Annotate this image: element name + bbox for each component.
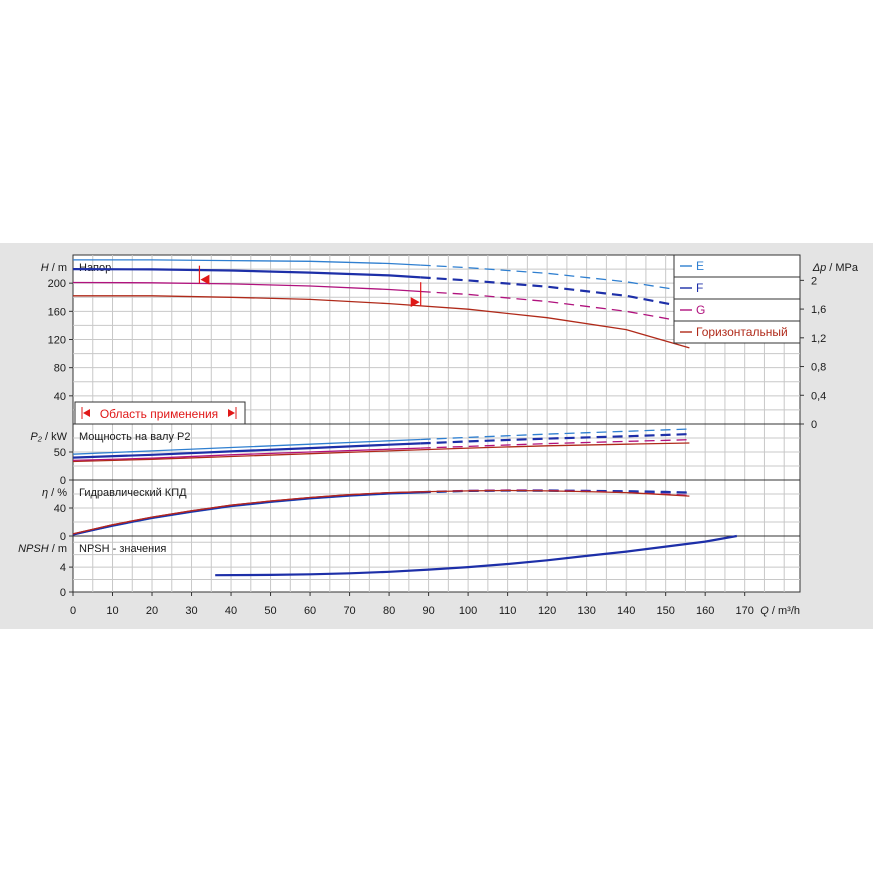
y2-axis-symbol: Δp <box>812 262 827 274</box>
y-axis-unit-power: / kW <box>42 431 68 443</box>
y2-tick-label: 1,2 <box>811 333 826 345</box>
x-axis-unit: / m³/h <box>769 605 800 617</box>
legend-label-E: E <box>696 259 704 273</box>
y2-tick-label: 0,4 <box>811 390 826 402</box>
y-tick-label-head: 40 <box>54 391 66 403</box>
grid <box>73 255 800 592</box>
legend-cell <box>673 276 801 300</box>
application-range-label: Область применения <box>100 407 218 421</box>
curve-npsh-F <box>215 534 737 577</box>
curve-power-F <box>72 442 421 459</box>
panel-title-efficiency: Гидравлический КПД <box>79 487 187 499</box>
y-tick-label-efficiency: 0 <box>60 531 66 543</box>
curve-head-G <box>72 281 421 293</box>
y2-tick-label: 0,8 <box>811 362 826 374</box>
x-tick-label: 50 <box>264 605 276 617</box>
y-tick-label-head: 160 <box>48 306 66 318</box>
y-tick-label-npsh: 4 <box>60 562 66 574</box>
legend-item-G[interactable]: G <box>673 298 801 322</box>
x-tick-label: 140 <box>617 605 635 617</box>
y-axis-symbol-head: H <box>41 262 49 274</box>
legend-label-G: G <box>696 303 705 317</box>
x-tick-label: 110 <box>499 605 517 617</box>
curve-power-horizontal <box>72 442 690 463</box>
curve-head-horizontal <box>73 295 690 349</box>
x-tick-label: 150 <box>656 605 674 617</box>
curve-power-E <box>72 438 421 455</box>
x-tick-label: 90 <box>422 605 434 617</box>
curve-head-G-extension <box>420 290 690 324</box>
y-tick-label-power: 50 <box>54 447 66 459</box>
application-range: Область применения <box>74 265 422 425</box>
legend[interactable]: EFG Горизонтальный <box>673 254 801 344</box>
curve-efficiency-F <box>72 491 421 536</box>
legend-label-F: F <box>696 281 703 295</box>
y2-tick-label: 1,6 <box>811 304 826 316</box>
legend-label-horizontal: Горизонтальный <box>696 325 788 339</box>
y-axis-label-efficiency: η / % <box>42 487 67 499</box>
application-range-arrow-right <box>228 409 235 417</box>
y-tick-label-head: 80 <box>54 363 66 375</box>
y-axis-symbol-npsh: NPSH <box>18 543 49 555</box>
y-axis-unit-head: / m <box>49 262 67 274</box>
curve-head-F <box>72 268 421 279</box>
curve-power-G-extension <box>420 439 690 449</box>
range-min-arrow <box>200 274 210 285</box>
x-tick-label: 40 <box>225 605 237 617</box>
y-axis-label-power: P₂ / kW <box>30 431 67 443</box>
y-axis-symbol-power: P₂ <box>30 431 42 443</box>
curve-efficiency-horizontal <box>72 489 690 535</box>
y-axis-unit-efficiency: / % <box>48 487 67 499</box>
y2-tick-label: 0 <box>811 419 817 431</box>
y-tick-label-head: 200 <box>48 278 66 290</box>
panel-title-head: Напор <box>79 262 111 274</box>
x-tick-label: 60 <box>304 605 316 617</box>
x-tick-label: 0 <box>70 605 76 617</box>
y-axis-label-head: H / m <box>41 262 67 274</box>
x-tick-label: 100 <box>459 605 477 617</box>
application-range-box <box>74 401 246 425</box>
x-axis-label: Q / m³/h <box>760 605 800 617</box>
y-axis-symbol-efficiency: η <box>42 487 48 499</box>
legend-cell <box>673 254 801 278</box>
legend-item-E[interactable]: E <box>673 254 801 278</box>
y2-axis-unit: / MPa <box>826 262 859 274</box>
panel-title-npsh: NPSH - значения <box>79 543 166 555</box>
curve-head-E <box>73 259 421 266</box>
x-tick-label: 70 <box>343 605 355 617</box>
curve-power-F-extension <box>420 433 690 445</box>
curve-head-F-extension <box>420 276 690 309</box>
y-tick-label-head: 120 <box>48 335 66 347</box>
legend-cell <box>673 320 801 344</box>
x-tick-label: 80 <box>383 605 395 617</box>
y-axis-label-npsh: NPSH / m <box>18 543 67 555</box>
x-tick-label: 20 <box>146 605 158 617</box>
y2-axis-label: Δp / MPa <box>812 262 859 274</box>
x-tick-label: 30 <box>185 605 197 617</box>
x-tick-label: 120 <box>538 605 556 617</box>
panel-title-power: Мощность на валу P2 <box>79 431 191 443</box>
range-max-arrow <box>410 297 420 308</box>
curve-power-E-extension <box>420 428 690 441</box>
x-axis-symbol: Q <box>760 605 769 617</box>
legend-item-horizontal[interactable]: Горизонтальный <box>673 320 801 344</box>
curve-power-G <box>72 447 421 462</box>
x-tick-label: 130 <box>577 605 595 617</box>
panel-titles: Напор Мощность на валу P2 Гидравлический К… <box>79 262 191 555</box>
y-tick-label-efficiency: 40 <box>54 503 66 515</box>
y-axis-unit-npsh: / m <box>49 543 67 555</box>
y-tick-label-npsh: 0 <box>60 587 66 599</box>
legend-cell <box>673 298 801 322</box>
x-tick-label: 10 <box>106 605 118 617</box>
x-tick-label: 170 <box>736 605 754 617</box>
application-range-arrow-left <box>83 409 90 417</box>
y-tick-label-power: 0 <box>60 475 66 487</box>
y2-tick-label: 2 <box>811 275 817 287</box>
x-tick-label: 160 <box>696 605 714 617</box>
legend-item-F[interactable]: F <box>673 276 801 300</box>
curves <box>72 259 737 577</box>
curve-head-E-extension <box>420 264 690 293</box>
